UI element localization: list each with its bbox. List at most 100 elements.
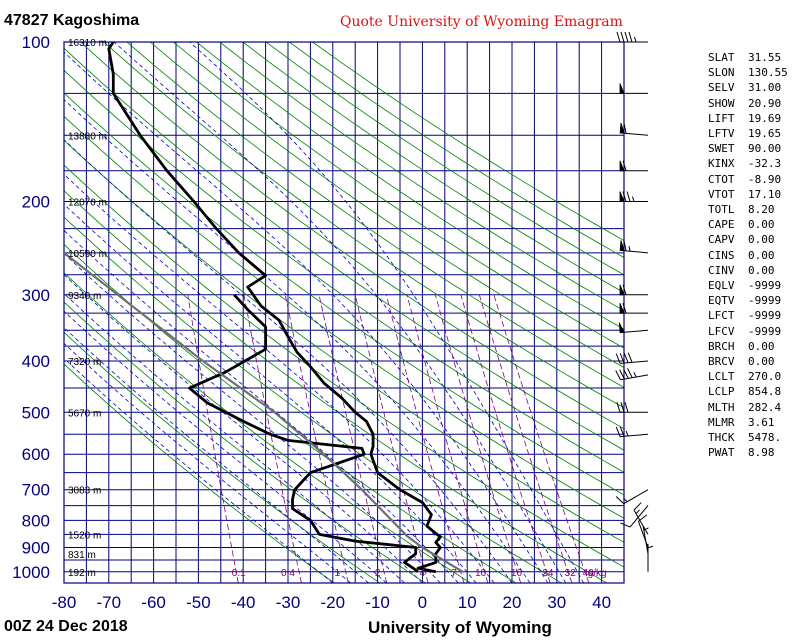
- temperature-tick-label: -70: [97, 593, 122, 612]
- station-title: 47827 Kagoshima: [4, 12, 140, 29]
- barb-full: [619, 353, 625, 364]
- wind-barb: [618, 322, 649, 334]
- index-row: SELV 31.00: [708, 80, 798, 95]
- barb-half: [625, 430, 629, 437]
- barb-flag: [619, 191, 625, 202]
- mixing-ratio-line: [243, 294, 302, 583]
- dry-adiabat: [64, 92, 624, 496]
- index-name: LFCT: [708, 309, 735, 323]
- index-row: KINX -32.3: [708, 156, 798, 171]
- temperature-tick-label: -30: [276, 593, 301, 612]
- index-row: SHOW 20.90: [708, 96, 798, 111]
- mixing-ratio-label: 7: [451, 568, 457, 579]
- barb-half: [643, 527, 649, 531]
- barb-staff: [620, 433, 649, 438]
- index-name: SLON: [708, 66, 735, 80]
- series-line-temperature: [107, 42, 442, 574]
- barb-full: [619, 369, 625, 380]
- index-value: 3.61: [748, 415, 775, 429]
- background-lines: [64, 42, 624, 583]
- dry-adiabat: [64, 243, 517, 583]
- mixing-ratio-label: 0.4: [281, 568, 295, 579]
- index-value: -9999: [748, 294, 782, 308]
- dry-adiabat: [64, 301, 426, 583]
- moist-adiabat: [64, 229, 459, 583]
- moist-adiabat: [64, 327, 369, 583]
- mixing-ratio-line: [284, 294, 349, 583]
- barb-half: [635, 509, 640, 514]
- index-value: 8.98: [748, 446, 775, 460]
- dry-adiabat: [242, 42, 624, 294]
- height-label: 7320 m: [68, 357, 101, 368]
- barb-full: [622, 303, 627, 314]
- height-label: 10590 m: [68, 249, 107, 260]
- index-value: 5478.: [748, 431, 782, 445]
- barb-full: [615, 370, 621, 380]
- dry-adiabat: [64, 47, 624, 451]
- dry-adiabat: [126, 42, 624, 388]
- wind-barb: [619, 191, 648, 202]
- index-row: BRCH 0.00: [708, 339, 798, 354]
- index-value: -8.90: [748, 172, 782, 186]
- barb-full: [624, 31, 629, 43]
- index-name: CAPE: [708, 218, 735, 232]
- barb-half: [633, 372, 637, 378]
- mixing-ratio-line: [385, 294, 465, 583]
- wind-barb: [616, 402, 648, 413]
- index-value: 0.00: [748, 233, 775, 247]
- wind-barb: [619, 122, 649, 136]
- index-name: LFCV: [708, 324, 735, 338]
- barb-staff: [620, 374, 649, 381]
- barb-flag: [619, 122, 625, 134]
- dry-adiabat: [103, 42, 624, 409]
- pressure-tick-label: 400: [22, 352, 50, 371]
- barb-full: [623, 352, 629, 363]
- mixing-ratio-line: [435, 294, 522, 583]
- pressure-tick-label: 1000: [12, 563, 50, 582]
- index-value: 282.4: [748, 400, 782, 414]
- index-row: THCK 5478.: [708, 430, 798, 445]
- index-row: CAPV 0.00: [708, 232, 798, 247]
- moist-adiabat: [64, 357, 334, 583]
- mixing-ratio-label: 32: [565, 568, 577, 579]
- pressure-tick-label: 900: [22, 539, 50, 558]
- mixing-ratio-line: [478, 294, 573, 583]
- temperature-tick-label: 40: [592, 593, 611, 612]
- index-row: BRCV 0.00: [708, 354, 798, 369]
- pressure-tick-label: 800: [22, 511, 50, 530]
- index-name: CAPV: [708, 233, 735, 247]
- index-value: 31.55: [748, 51, 782, 64]
- index-name: CTOT: [708, 172, 735, 186]
- index-name: SHOW: [708, 96, 735, 110]
- index-row: LFTV 19.65: [708, 126, 798, 141]
- index-name: LCLP: [708, 385, 735, 399]
- temperature-tick-label: 30: [547, 593, 566, 612]
- index-name: THCK: [708, 431, 735, 445]
- barb-flag: [619, 83, 625, 94]
- height-label: 192 m: [68, 568, 96, 579]
- barb-flag: [618, 322, 625, 334]
- index-row: CINS 0.00: [708, 248, 798, 263]
- wind-barb: [615, 352, 649, 364]
- index-value: 0.00: [748, 248, 775, 262]
- barb-staff: [633, 509, 649, 535]
- moist-adiabat: [64, 293, 405, 583]
- index-name: EQLV: [708, 279, 735, 293]
- mixing-ratio-label: g/kg: [588, 568, 607, 579]
- dry-adiabat: [64, 331, 381, 583]
- index-value: 0.00: [748, 355, 775, 369]
- moist-adiabat: [64, 139, 513, 583]
- barb-full: [623, 240, 627, 252]
- mixing-ratio-line: [318, 294, 388, 583]
- index-value: 854.8: [748, 385, 782, 399]
- index-row: LCLT 270.0: [708, 369, 798, 384]
- wind-barb: [615, 489, 649, 505]
- moist-adiabat: [113, 42, 567, 583]
- temperature-tick-label: -60: [141, 593, 166, 612]
- barb-full: [624, 402, 629, 413]
- index-value: -9999: [748, 309, 782, 323]
- mixing-ratio-label: 10: [475, 568, 487, 579]
- index-name: LCLT: [708, 370, 735, 384]
- dry-adiabat: [196, 42, 624, 330]
